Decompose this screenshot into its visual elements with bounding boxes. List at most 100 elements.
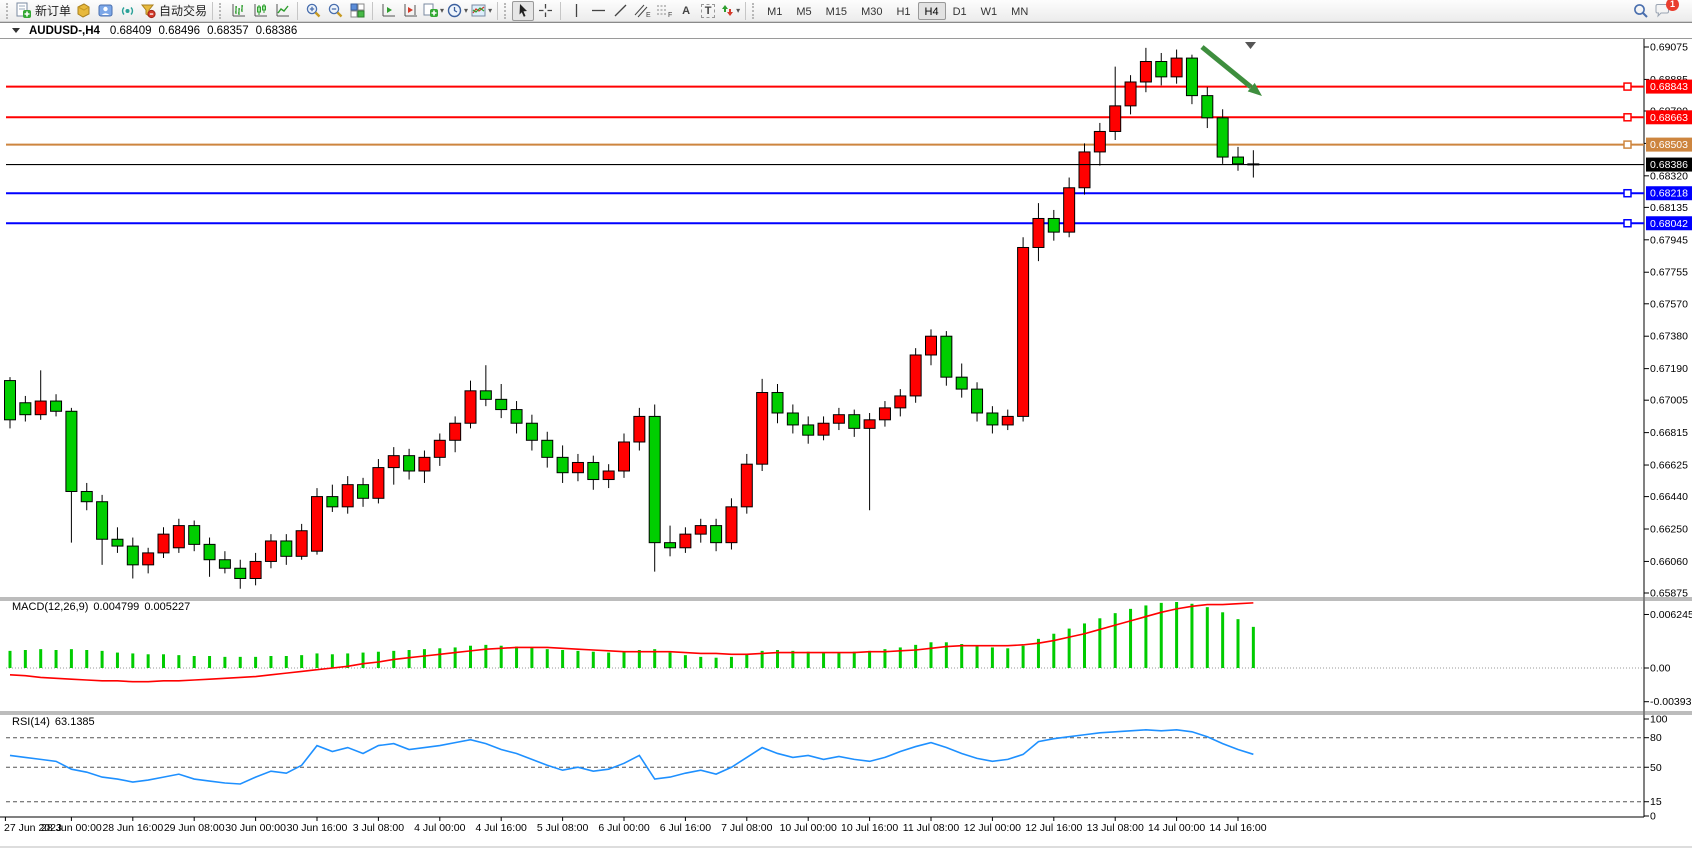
fibonacci-icon: F	[656, 5, 672, 18]
candle	[403, 455, 416, 472]
timeframe-h1-button[interactable]: H1	[896, 5, 911, 18]
current-price-label-box	[1646, 157, 1692, 172]
equidistant-channel-tool-button[interactable]: E	[631, 1, 653, 21]
candle	[1032, 217, 1045, 248]
toolbar-separator	[745, 1, 747, 20]
rsi-panel: 100 80 50 15 0	[6, 714, 1668, 823]
macd-tick-label: 0.00	[1650, 663, 1671, 675]
time-tick-label: 14 Jul 00:00	[1148, 822, 1205, 834]
candle	[1093, 130, 1106, 153]
main-toolbar: 新订单	[0, 0, 1692, 22]
price-line-label-box	[1646, 216, 1692, 231]
toolbar-separator	[497, 1, 499, 20]
price-line-handle[interactable]	[1623, 219, 1632, 228]
horizontal-line-objects: 0.68843 0.68663 0.68503 0.68218 0.68042	[6, 79, 1692, 231]
search-button[interactable]	[1630, 1, 1652, 21]
auto-scroll-button[interactable]	[377, 1, 399, 21]
chart-symbol-period: AUDUSD-,H4	[29, 24, 100, 37]
indicators-button[interactable]: ▾	[421, 1, 445, 21]
crosshair-tool-button[interactable]	[534, 1, 556, 21]
depth-of-market-button[interactable]	[72, 1, 94, 21]
candle	[1216, 117, 1229, 158]
horizontal-line-tool-button[interactable]	[587, 1, 609, 21]
candle	[694, 525, 707, 535]
timeframe-mn-button[interactable]: MN	[1011, 5, 1029, 18]
price-tick-label: 0.67945	[1650, 234, 1688, 246]
toolbar-grip[interactable]	[504, 2, 508, 19]
candle	[525, 422, 538, 441]
text-label-icon: T	[700, 3, 716, 18]
toolbar-grip[interactable]	[6, 2, 10, 19]
candle	[925, 335, 937, 356]
timeframe-m1-button[interactable]: M1	[767, 5, 783, 18]
candle	[633, 415, 646, 443]
candle	[1047, 217, 1060, 233]
candle	[280, 540, 293, 557]
timeframe-h4-button[interactable]: H4	[917, 1, 946, 20]
time-tick-label: 29 Jun 08:00	[164, 822, 225, 834]
timeframe-m5-button[interactable]: M5	[796, 5, 812, 18]
zoom-out-button[interactable]	[324, 1, 346, 21]
candle	[357, 484, 370, 499]
accounts-button[interactable]	[94, 1, 116, 21]
macd-tick-label: -0.003932	[1650, 696, 1692, 708]
price-line-label-box	[1646, 137, 1692, 152]
timeframe-w1-button[interactable]: W1	[980, 5, 998, 18]
chart-shift-marker[interactable]	[1245, 42, 1256, 49]
toolbar-grip[interactable]	[752, 2, 756, 19]
text-tool-button[interactable]: A	[675, 1, 697, 21]
tile-windows-button[interactable]	[346, 1, 368, 21]
candle	[602, 470, 615, 481]
candle	[1109, 105, 1122, 132]
macd-label: MACD(12,26,9) 0.004799 0.005227	[12, 601, 195, 613]
candle	[756, 392, 769, 465]
arrows-tool-button[interactable]: ▾	[719, 1, 741, 21]
line-chart-button[interactable]	[271, 1, 293, 21]
notifications-button[interactable]: 1	[1652, 0, 1679, 21]
text-label-tool-button[interactable]: T	[697, 1, 719, 21]
chart-menu-icon[interactable]	[12, 28, 20, 33]
toolbar-grip[interactable]	[219, 2, 223, 19]
price-line-handle[interactable]	[1623, 82, 1632, 91]
candlestick-chart-button[interactable]	[249, 1, 271, 21]
candle	[34, 400, 47, 416]
candle	[909, 354, 922, 397]
timeframe-m15-button[interactable]: M15	[825, 5, 848, 18]
bar-chart-button[interactable]	[227, 1, 249, 21]
price-tick-label: 0.66625	[1650, 460, 1688, 472]
candle	[341, 484, 354, 508]
fibonacci-tool-button[interactable]: F	[653, 1, 675, 21]
toolbar-separator	[560, 1, 562, 20]
periods-button[interactable]: ▾	[445, 1, 469, 21]
price-line-label: 0.68218	[1650, 188, 1688, 200]
zoom-in-button[interactable]	[302, 1, 324, 21]
trendline-tool-button[interactable]	[609, 1, 631, 21]
timeframe-m30-button[interactable]: M30	[861, 5, 883, 18]
templates-button[interactable]: ▾	[469, 1, 493, 21]
chart-shift-button[interactable]	[399, 1, 421, 21]
svg-text:F: F	[668, 12, 672, 18]
signal-icon	[121, 7, 133, 15]
vertical-line-tool-button[interactable]	[565, 1, 587, 21]
current-price-label: 0.68386	[1650, 159, 1688, 171]
price-line-handle[interactable]	[1623, 140, 1632, 149]
arrow-object-head[interactable]	[1247, 82, 1262, 96]
time-tick-label: 10 Jul 16:00	[841, 822, 898, 834]
candle	[387, 455, 400, 469]
account-icon	[98, 4, 113, 17]
candle	[50, 400, 63, 412]
autotrading-button[interactable]: 自动交易	[138, 1, 208, 21]
signals-button[interactable]	[116, 1, 138, 21]
candle	[311, 496, 323, 552]
price-line-handle[interactable]	[1623, 188, 1632, 198]
timeframe-d1-button[interactable]: D1	[952, 5, 967, 18]
new-order-button[interactable]: 新订单	[14, 1, 72, 21]
cursor-tool-button[interactable]	[512, 0, 535, 21]
price-line-handle[interactable]	[1623, 113, 1632, 122]
price-tick-label: 0.65875	[1650, 588, 1688, 600]
bar-chart-icon	[232, 4, 245, 17]
arrow-object[interactable]	[1200, 45, 1253, 89]
time-tick-label: 12 Jul 00:00	[964, 822, 1021, 834]
price-tick-label: 0.68320	[1650, 170, 1688, 182]
